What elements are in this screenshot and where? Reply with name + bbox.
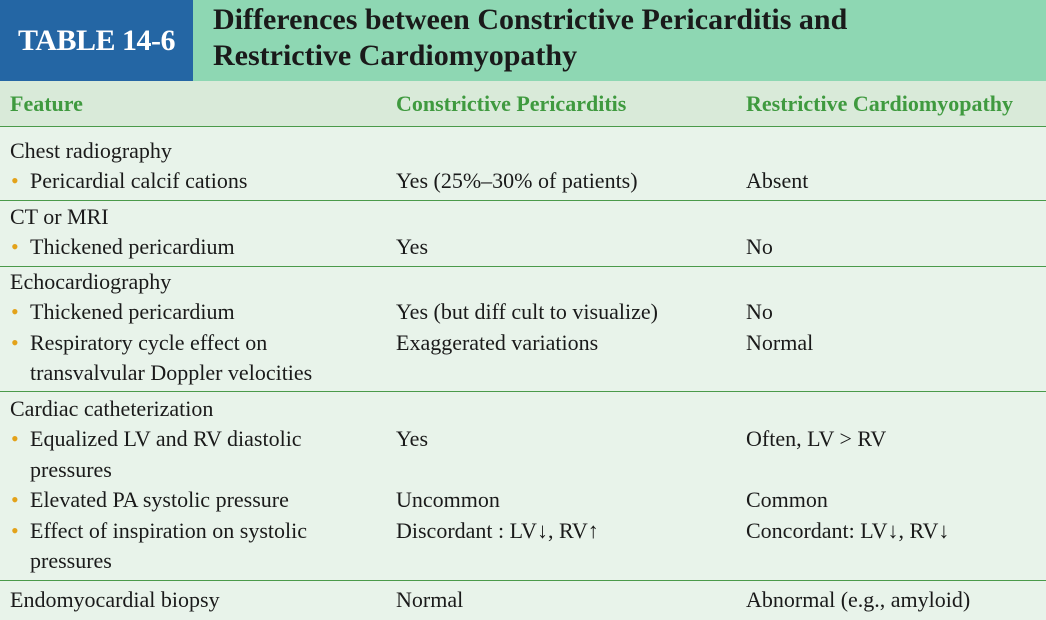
constrictive-cell: Discordant : LV↓, RV↑ xyxy=(396,518,599,543)
column-header-constrictive: Constrictive Pericarditis xyxy=(396,91,627,116)
section-heading: Chest radiography xyxy=(10,138,172,163)
row-divider xyxy=(0,266,1046,267)
table-title-line-1: Differences between Constrictive Pericar… xyxy=(213,3,848,36)
row-divider xyxy=(0,580,1046,581)
restrictive-cell: Abnormal (e.g., amyloid) xyxy=(746,587,971,612)
constrictive-cell: Normal xyxy=(396,587,464,612)
table-title-line-2: Restrictive Cardiomyopathy xyxy=(213,39,578,72)
constrictive-cell: Uncommon xyxy=(396,487,500,512)
feature-cell: Thickened pericardium xyxy=(30,299,235,324)
table-header: TABLE 14-6 Differences between Constrict… xyxy=(0,0,1046,81)
bullet-icon: • xyxy=(11,426,19,451)
bullet-icon: • xyxy=(11,487,19,512)
section-heading: Cardiac catheterization xyxy=(10,396,214,421)
column-header-row: Feature Constrictive Pericarditis Restri… xyxy=(0,81,1046,127)
bullet-icon: • xyxy=(11,518,19,543)
feature-cell-continued: pressures xyxy=(30,457,112,482)
feature-cell: Equalized LV and RV diastolic xyxy=(30,426,302,451)
section-heading: Endomyocardial biopsy xyxy=(10,587,220,612)
section-heading: CT or MRI xyxy=(10,204,109,229)
feature-cell: Effect of inspiration on systolic xyxy=(30,518,307,543)
column-header-feature: Feature xyxy=(10,91,83,116)
constrictive-cell: Yes (but diff cult to visualize) xyxy=(396,299,658,324)
section-heading: Echocardiography xyxy=(10,269,172,294)
constrictive-cell: Yes xyxy=(396,234,429,259)
column-header-restrictive: Restrictive Cardiomyopathy xyxy=(746,91,1014,116)
table-label: TABLE 14-6 xyxy=(0,0,193,81)
bullet-icon: • xyxy=(11,330,19,355)
restrictive-cell: Absent xyxy=(746,168,809,193)
restrictive-cell: Concordant: LV↓, RV↓ xyxy=(746,518,950,543)
restrictive-cell: Normal xyxy=(746,330,814,355)
restrictive-cell: Common xyxy=(746,487,828,512)
row-divider xyxy=(0,200,1046,201)
feature-cell: Pericardial calcif cations xyxy=(30,168,248,193)
feature-cell-continued: transvalvular Doppler velocities xyxy=(30,360,313,385)
feature-cell: Thickened pericardium xyxy=(30,234,235,259)
restrictive-cell: No xyxy=(746,299,773,324)
feature-cell: Respiratory cycle effect on xyxy=(30,330,268,355)
constrictive-cell: Yes xyxy=(396,426,429,451)
table-title: Differences between Constrictive Pericar… xyxy=(213,2,1033,74)
restrictive-cell: Often, LV > RV xyxy=(746,426,887,451)
feature-cell: Elevated PA systolic pressure xyxy=(30,487,289,512)
constrictive-cell: Yes (25%–30% of patients) xyxy=(396,168,638,193)
restrictive-cell: No xyxy=(746,234,773,259)
row-divider xyxy=(0,391,1046,392)
bullet-icon: • xyxy=(11,234,19,259)
feature-cell-continued: pressures xyxy=(30,548,112,573)
constrictive-cell: Exaggerated variations xyxy=(396,330,599,355)
bullet-icon: • xyxy=(11,168,19,193)
bullet-icon: • xyxy=(11,299,19,324)
